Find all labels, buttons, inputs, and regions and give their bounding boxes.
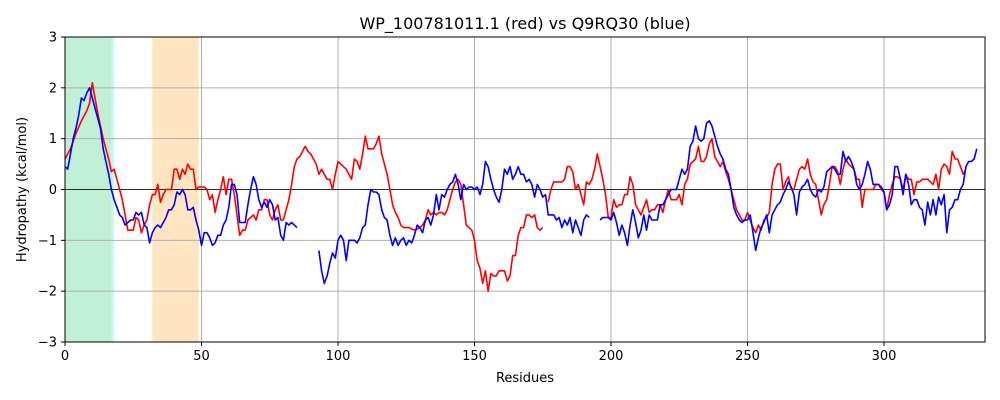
grid-lines [64,36,985,343]
x-tick-label: 200 [599,349,624,364]
series-lines [64,82,978,292]
chart-title: WP_100781011.1 (red) vs Q9RQ30 (blue) [359,14,690,34]
x-tick-label: 250 [735,349,760,364]
series-2-segment-3 [599,120,978,252]
series-1-segment-2 [547,137,967,234]
y-tick-label: −3 [38,336,57,351]
y-axis-label: Hydropathy (kcal/mol) [15,117,30,262]
x-tick-label: 50 [193,349,210,364]
y-tick-label: −1 [38,234,57,249]
x-tick-label: 0 [61,349,69,364]
series-2-segment-2 [318,160,590,285]
x-tick-label: 150 [462,349,487,364]
y-tick-label: 2 [49,81,57,96]
y-tick-label: 3 [49,31,57,46]
series-1-segment-1 [64,82,544,292]
y-tick-label: −2 [38,285,57,300]
axis-ticks: 0 50 100 150 200 250 300 −3 −2 −1 0 1 2 3 [38,31,897,365]
x-axis-label: Residues [496,371,554,386]
series-2-segment-1 [64,87,298,247]
y-tick-label: 0 [49,183,57,198]
x-tick-label: 100 [326,349,351,364]
x-tick-label: 300 [872,349,897,364]
y-tick-label: 1 [49,132,57,147]
